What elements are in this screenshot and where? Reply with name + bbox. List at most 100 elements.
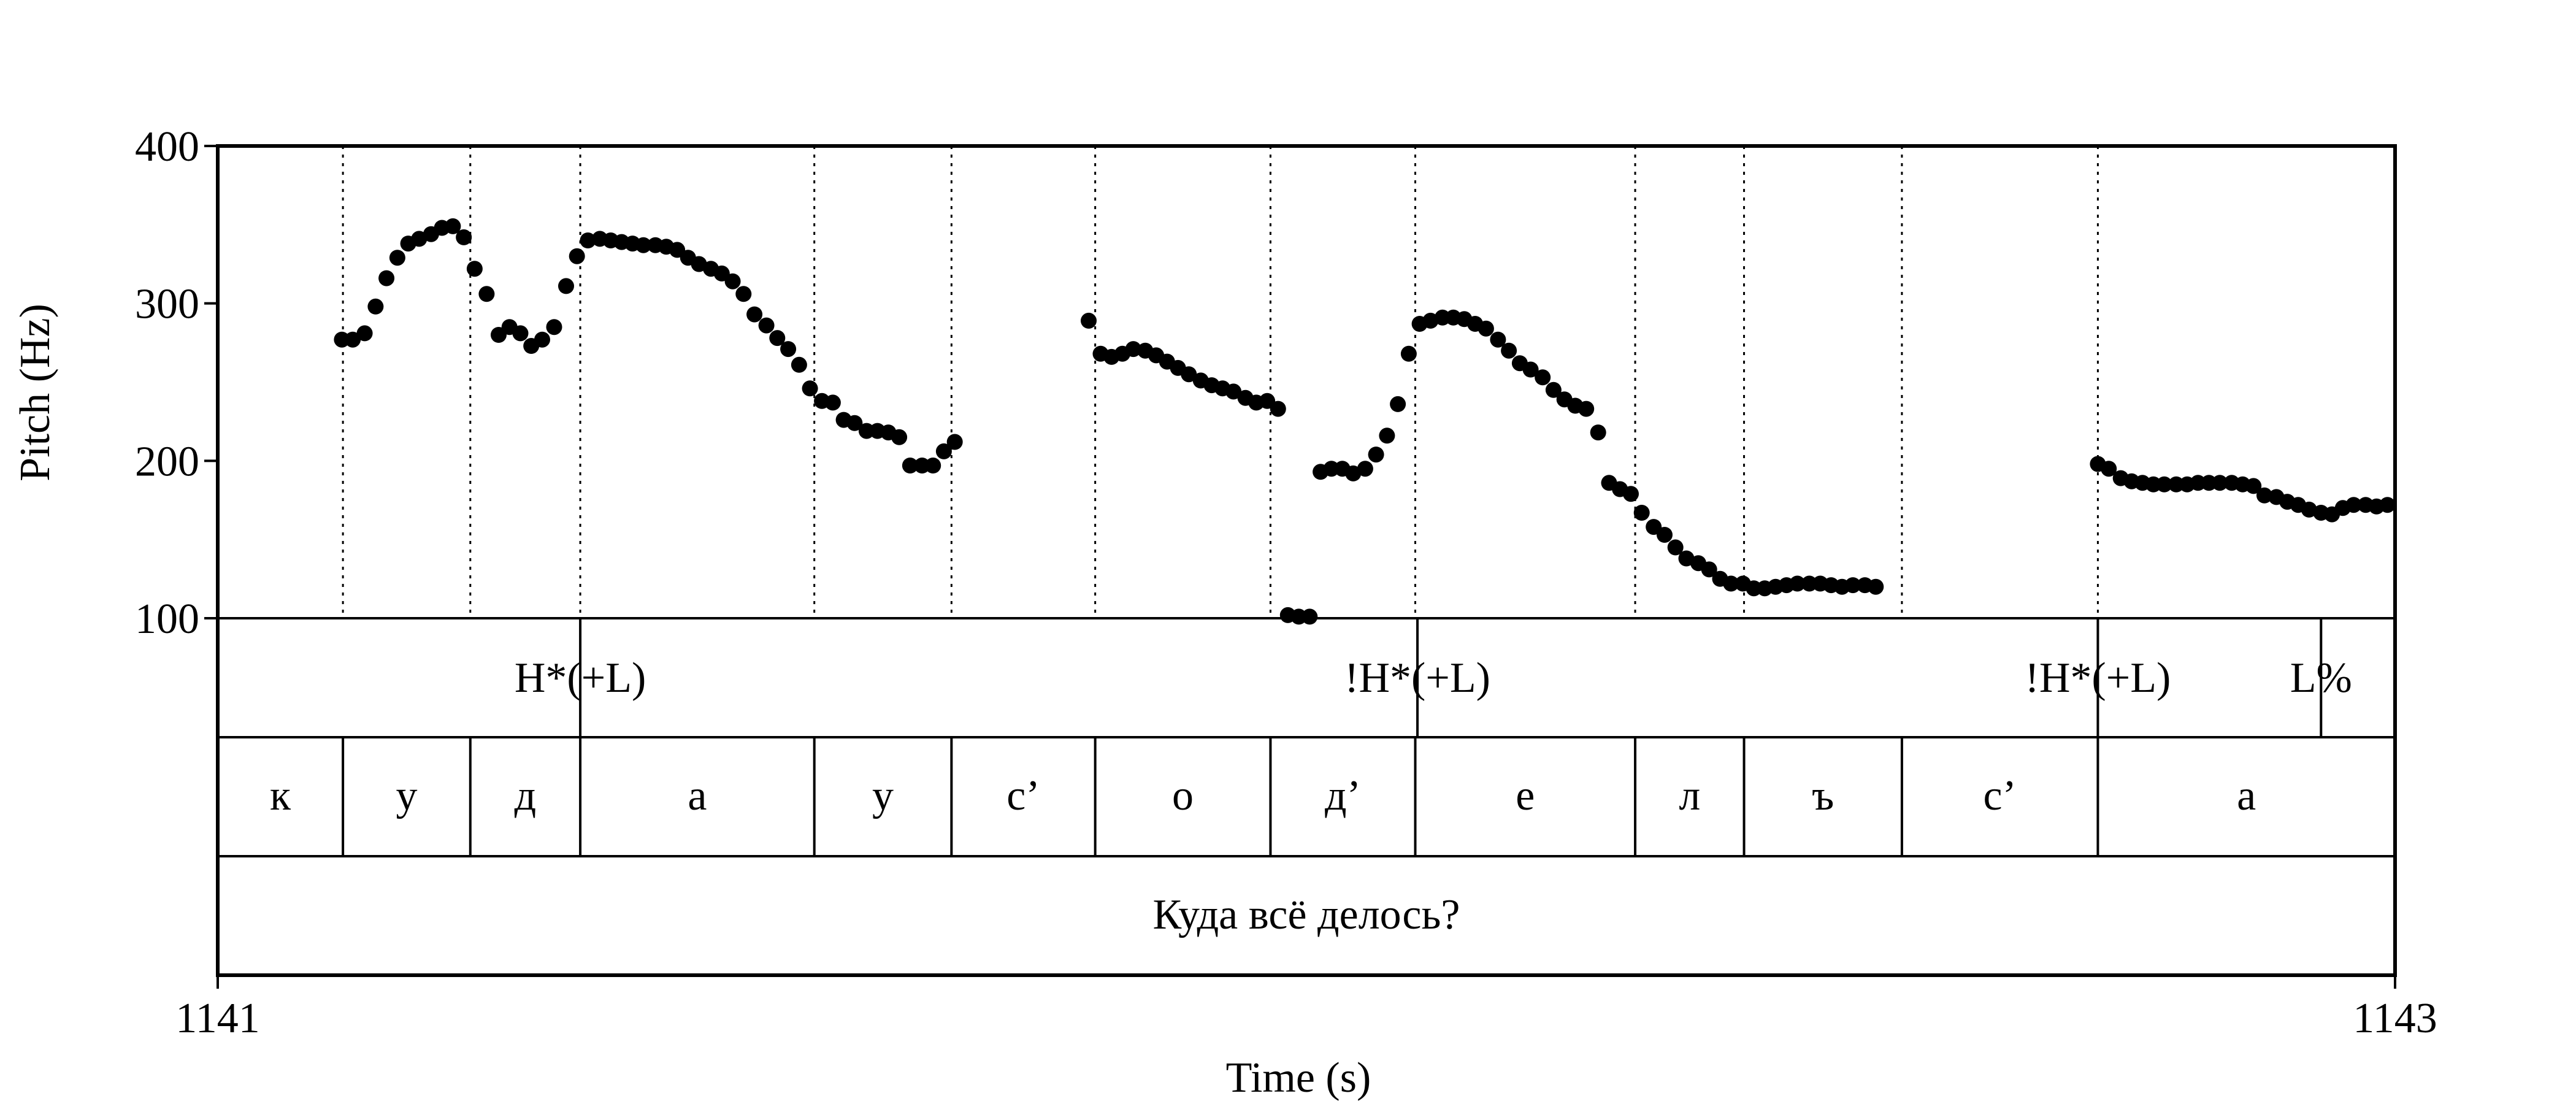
pitch-point [1368, 447, 1384, 463]
segment-label: д’ [1325, 772, 1361, 819]
pitch-point [1545, 381, 1562, 398]
pitch-point [735, 286, 752, 302]
pitch-point [2190, 475, 2206, 491]
pitch-point [1181, 366, 1197, 383]
segment-label: ъ [1812, 772, 1834, 819]
pitch-point [1270, 401, 1286, 417]
tone-label: !H*(+L) [2025, 654, 2171, 702]
pitch-point [902, 458, 918, 473]
pitch-point [1746, 580, 1762, 597]
pitch-point [1667, 539, 1684, 556]
x-axis-title: Time (s) [1226, 1054, 1371, 1102]
segment-label: к [270, 772, 291, 819]
segment-label: у [872, 772, 894, 819]
pitch-point [846, 415, 863, 431]
segment-label: а [688, 772, 707, 819]
pitch-point [891, 429, 908, 445]
pitch-point [1357, 461, 1373, 477]
pitch-point [546, 319, 562, 335]
pitch-point [1678, 550, 1695, 567]
pitch-point [2212, 475, 2228, 491]
annotation-tiers: H*(+L) !H*(+L) !H*(+L) L% к у д а у с’ о д’ е л ъ с’ а Ку… [270, 618, 2352, 938]
pitch-point [411, 231, 427, 247]
pitch-point [466, 261, 483, 277]
tone-label: H*(+L) [515, 654, 646, 702]
pitch-point [2156, 476, 2172, 493]
pitch-point [925, 458, 941, 473]
pitch-point [1578, 401, 1595, 417]
pitch-point [456, 229, 472, 245]
pitch-point [1723, 575, 1739, 592]
segment-label: с’ [1983, 772, 2016, 819]
pitch-point [1868, 578, 1884, 595]
pitch-point [389, 250, 405, 266]
sentence-label: Куда всё делось? [1153, 891, 1460, 938]
pitch-point [2345, 497, 2362, 513]
y-tick-label: 300 [135, 281, 199, 328]
pitch-point [478, 286, 495, 302]
pitch-point [691, 256, 707, 272]
y-axis-title: Pitch (Hz) [12, 304, 59, 481]
pitch-point [1590, 424, 1606, 441]
pitch-point [2245, 478, 2262, 494]
pitch-point [791, 356, 807, 373]
pitch-point [1657, 527, 1673, 543]
pitch-point [1501, 342, 1517, 359]
pitch-point [914, 458, 930, 473]
plot-border [216, 144, 2397, 977]
pitch-point [635, 237, 651, 253]
pitch-point [1522, 361, 1539, 378]
y-tick-label: 400 [135, 123, 199, 171]
x-tick-label: 1143 [2353, 995, 2437, 1042]
pitch-point [2101, 461, 2117, 477]
pitch-point [2168, 476, 2185, 493]
x-tick-label: 1141 [175, 995, 259, 1042]
y-tick-label: 200 [135, 438, 199, 485]
pitch-point [1301, 608, 1318, 625]
pitch-point [1623, 486, 1639, 502]
pitch-point [580, 232, 596, 248]
segment-label: у [396, 772, 417, 819]
pitch-point [1379, 427, 1395, 444]
pitch-point [1801, 575, 1817, 592]
segment-label: с’ [1006, 772, 1040, 819]
pitch-point [378, 270, 395, 286]
pitch-point [1701, 561, 1717, 578]
pitch-point [345, 331, 361, 348]
pitch-point [512, 325, 529, 342]
segment-label: о [1172, 772, 1194, 819]
pitch-point [1789, 575, 1806, 592]
pitch-point [2256, 487, 2272, 504]
pitch-point [1490, 331, 1506, 348]
pitch-point [1422, 312, 1439, 329]
y-tick-label: 100 [135, 596, 199, 643]
pitch-point [1225, 383, 1242, 400]
pitch-point [1400, 345, 1417, 362]
axes: Pitch (Hz) Time (s) 100 200 300 400 1141 1143 [12, 123, 2437, 1102]
chart-frame [216, 144, 2397, 977]
pitch-points [334, 218, 2396, 625]
segment-label: а [2237, 772, 2256, 819]
pitch-point [935, 443, 952, 459]
pitch-point [946, 434, 963, 450]
pitch-point [569, 248, 585, 264]
pitch-point [445, 218, 461, 234]
pitch-point [1535, 369, 1551, 386]
pitch-point [780, 341, 797, 358]
pitch-point [758, 317, 775, 334]
pitch-point [1390, 396, 1406, 412]
segment-label: е [1516, 772, 1535, 819]
pitch-point [824, 394, 841, 411]
pitch-point [1633, 505, 1650, 521]
pitch-point [367, 298, 384, 315]
pitch-point [769, 330, 786, 347]
pitch-point [1081, 312, 1097, 329]
pitch-point [558, 278, 574, 294]
pitch-point [1478, 320, 1494, 337]
pitch-point [1323, 461, 1340, 477]
pitch-point [1845, 577, 1861, 594]
pitch-point [746, 306, 763, 323]
segment-label: л [1679, 772, 1700, 819]
tone-label: L% [2290, 654, 2352, 702]
